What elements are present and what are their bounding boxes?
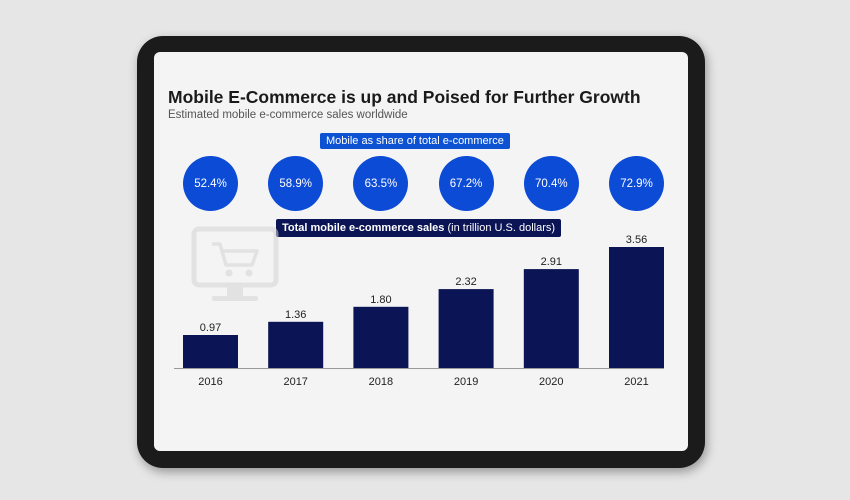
value-label-2019: 2.32 <box>455 276 476 288</box>
x-tick-label-2020: 2020 <box>539 376 563 388</box>
monitor-cart-icon <box>191 226 279 301</box>
sales-label: Total mobile e-commerce sales (in trilli… <box>276 219 562 237</box>
bar-chart: 0.971.361.802.322.913.56 2016 2017 2018 201… <box>174 226 664 388</box>
value-label-2021: 3.56 <box>626 234 647 246</box>
share-circle-2017: 58.9% <box>268 156 324 211</box>
chart-subtitle: Estimated mobile e-commerce sales worldw… <box>168 109 408 121</box>
value-label-2016: 0.97 <box>200 322 221 334</box>
share-circle-2019: 67.2% <box>438 156 494 211</box>
bar-2020 <box>523 269 579 368</box>
x-tick-label-2017: 2017 <box>283 376 307 388</box>
bar-2021 <box>609 247 664 368</box>
x-tick-label-2019: 2019 <box>454 376 478 388</box>
share-circle-2018: 63.5% <box>353 156 409 211</box>
value-label-2020: 2.91 <box>541 256 562 268</box>
tablet-frame: Mobile E-Commerce is up and Poised for F… <box>137 36 705 468</box>
share-circle-2016: 52.4% <box>183 156 238 211</box>
tablet-screen: Mobile E-Commerce is up and Poised for F… <box>154 52 688 451</box>
x-tick-label-2021: 2021 <box>624 376 648 388</box>
value-label-2017: 1.36 <box>285 309 306 321</box>
bar-2017 <box>268 321 324 368</box>
sales-label-rest: (in trillion U.S. dollars) <box>444 222 556 234</box>
bar-2018 <box>353 306 409 368</box>
share-circle-2021: 72.9% <box>609 156 664 211</box>
value-labels: 0.97 1.36 1.80 2.32 2.91 3.56 <box>200 234 647 334</box>
x-tick-label-2016: 2016 <box>198 376 222 388</box>
value-label-2018: 1.80 <box>370 294 391 306</box>
chart-title: Mobile E-Commerce is up and Poised for F… <box>168 87 641 107</box>
share-circle-2020: 70.4% <box>523 156 579 211</box>
share-label: Mobile as share of total e-commerce <box>320 133 510 149</box>
sales-label-bold: Total mobile e-commerce sales <box>282 222 445 234</box>
bar-2019 <box>438 289 494 368</box>
x-tick-label-2018: 2018 <box>369 376 393 388</box>
bars <box>183 247 664 368</box>
x-tick-labels: 2016 2017 2018 2019 2020 2021 <box>198 376 648 388</box>
bar-2016 <box>183 335 238 368</box>
